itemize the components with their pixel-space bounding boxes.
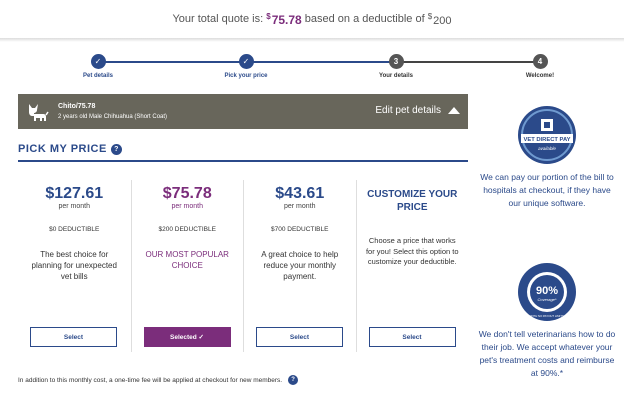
progress-stepper: ✓ Pet details ✓ Pick your price 3 Your d… (0, 50, 624, 84)
chevron-up-icon (448, 107, 460, 114)
quote-amount: $75.78 (266, 11, 302, 27)
step-label: Your details (379, 73, 413, 79)
pet-description: 2 years old Male Chihuahua (Short Coat) (58, 114, 168, 120)
vet-direct-pay-badge-icon: VET DIRECT PAY available (518, 106, 576, 164)
heading-divider (18, 160, 468, 162)
quote-deductible: $200 (427, 11, 452, 27)
pick-price-heading: PICK MY PRICE ? (18, 143, 122, 155)
step-your-details: 3 Your details (346, 54, 446, 79)
step-label: Pet details (82, 73, 113, 79)
selected-plan-button[interactable]: Selected ✓ (143, 327, 231, 347)
plan-description: A great choice to help reduce your month… (261, 250, 339, 281)
plan-price: $75.78 (162, 185, 212, 202)
progress-line-remaining (396, 61, 540, 63)
plan-card-700-deductible: $43.61 per month $700 DEDUCTIBLE A great… (243, 180, 356, 352)
svg-text:WITH NO PAYOUT LIMITS: WITH NO PAYOUT LIMITS (530, 314, 564, 318)
plan-card-customize: CUSTOMIZE YOUR PRICE Choose a price that… (355, 180, 469, 352)
quote-summary: Your total quote is: $75.78 based on a d… (0, 0, 624, 38)
vet-direct-pay-panel: VET DIRECT PAY available We can pay our … (476, 105, 618, 210)
plan-period: per month (283, 203, 316, 210)
svg-text:VET DIRECT PAY: VET DIRECT PAY (523, 137, 570, 143)
customize-title: CUSTOMIZE YOUR PRICE (367, 189, 458, 213)
svg-text:available: available (538, 146, 556, 151)
plan-card-0-deductible: $127.61 per month $0 DEDUCTIBLE The best… (18, 180, 131, 352)
pet-name: Chito/75.78 (58, 103, 96, 110)
check-icon: ✓ (90, 54, 106, 69)
customize-description: Choose a price that works for you! Selec… (365, 236, 459, 266)
quote-divider (0, 38, 624, 42)
step-pet-details[interactable]: ✓ Pet details (48, 54, 148, 79)
coverage-badge-icon: 90% Coverage* WITH NO PAYOUT LIMITS (518, 263, 576, 321)
select-plan-button[interactable]: Select (30, 327, 117, 347)
page-title: PICK MY PRICE (18, 143, 107, 155)
step-welcome: 4 Welcome! (490, 54, 590, 79)
check-icon: ✓ (238, 54, 254, 69)
plan-period: per month (171, 203, 204, 210)
edit-pet-details-button[interactable]: Edit pet details (375, 105, 460, 116)
plan-price: $127.61 (45, 185, 104, 202)
quote-prefix: Your total quote is: (172, 13, 264, 25)
vet-direct-pay-text: We can pay our portion of the bill to ho… (480, 172, 614, 208)
price-options: $127.61 per month $0 DEDUCTIBLE The best… (18, 180, 468, 352)
step-number: 4 (532, 54, 548, 69)
step-label: Pick your price (224, 73, 268, 79)
plan-description: The best choice for planning for unexpec… (31, 250, 117, 281)
plan-deductible: $200 DEDUCTIBLE (158, 226, 216, 233)
footnote-text: In addition to this monthly cost, a one-… (18, 376, 283, 384)
step-pick-your-price[interactable]: ✓ Pick your price (196, 54, 296, 79)
plan-deductible: $0 DEDUCTIBLE (49, 226, 100, 233)
quote-middle: based on a deductible of (304, 13, 425, 25)
svg-text:Coverage*: Coverage* (538, 297, 557, 302)
customize-select-button[interactable]: Select (368, 327, 456, 347)
select-plan-button[interactable]: Select (256, 327, 343, 347)
help-icon[interactable]: ? (288, 375, 299, 385)
step-number: 3 (388, 54, 404, 69)
pet-summary-bar: Chito/75.78 2 years old Male Chihuahua (… (18, 94, 468, 129)
plan-price: $43.61 (275, 185, 325, 202)
plan-description: OUR MOST POPULAR CHOICE (145, 250, 229, 270)
coverage-panel: 90% Coverage* WITH NO PAYOUT LIMITS We d… (476, 262, 618, 380)
help-icon[interactable]: ? (110, 143, 122, 155)
plan-period: per month (58, 203, 91, 210)
svg-text:90%: 90% (536, 285, 558, 297)
plan-deductible: $700 DEDUCTIBLE (271, 226, 329, 233)
dog-icon (22, 94, 52, 129)
plan-card-200-deductible: $75.78 per month $200 DEDUCTIBLE OUR MOS… (130, 180, 244, 352)
step-label: Welcome! (525, 73, 555, 79)
coverage-text: We don't tell veterinarians how to do th… (478, 329, 616, 378)
fee-footnote: In addition to this monthly cost, a one-… (18, 375, 299, 385)
edit-pet-details-label: Edit pet details (375, 105, 441, 116)
